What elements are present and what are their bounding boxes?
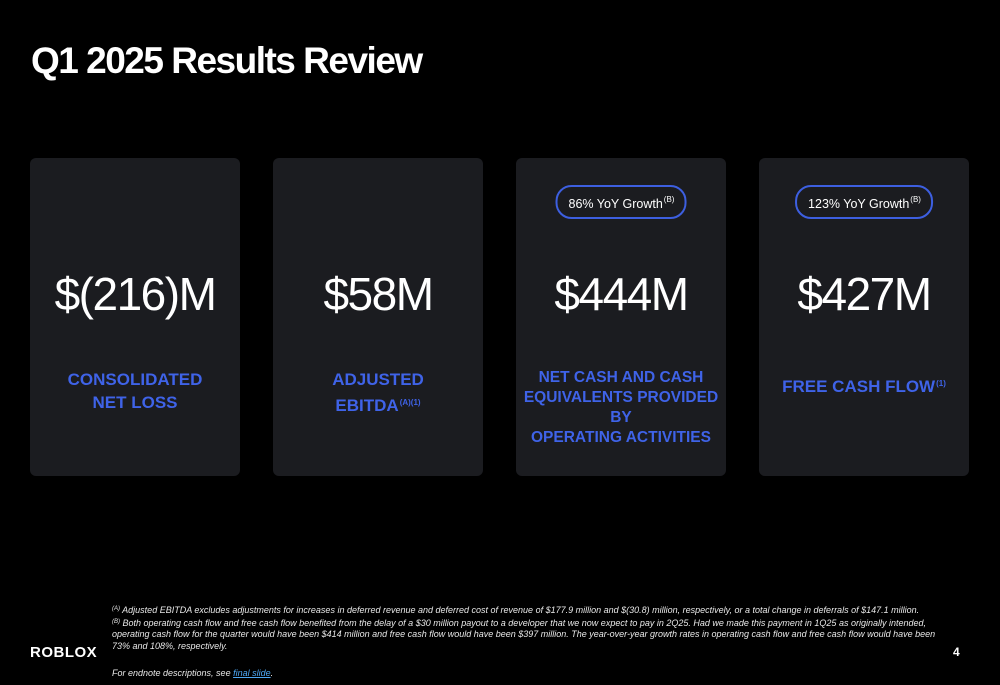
footnote-marker: (B) (663, 195, 675, 204)
metric-card-net-loss: $(216)M CONSOLIDATED NET LOSS (30, 158, 240, 476)
metric-value: $427M (797, 268, 932, 320)
footnote-marker: (B) (910, 195, 921, 204)
footnote-marker: (B) (112, 618, 120, 625)
footnote-text: Adjusted EBITDA excludes adjustments for… (122, 605, 920, 615)
metric-label: CONSOLIDATED NET LOSS (30, 368, 240, 414)
final-slide-link[interactable]: final slide (233, 668, 271, 678)
slide-title: Q1 2025 Results Review (31, 40, 423, 81)
page-number: 4 (953, 645, 960, 659)
metric-value: $444M (554, 268, 689, 320)
metric-label: NET CASH AND CASH EQUIVALENTS PROVIDED B… (516, 368, 726, 448)
footnote-b: (B) Both operating cash flow and free ca… (112, 617, 952, 653)
badge-text: 86% YoY Growth (568, 197, 663, 211)
footnote-marker: (A) (112, 606, 120, 612)
yoy-growth-badge: 86% YoY Growth(B) (555, 185, 687, 219)
metric-label-line: EBITDA (335, 396, 399, 415)
metric-value: $58M (323, 268, 434, 320)
metric-label-line: NET CASH AND CASH (538, 369, 704, 386)
metric-label-line: OPERATING ACTIVITIES (531, 429, 711, 446)
endnote-suffix: . (270, 668, 274, 678)
metric-label-line: ADJUSTED (332, 370, 424, 389)
badge-text: 123% YoY Growth (808, 197, 910, 211)
roblox-logo: ROBLOX (30, 644, 98, 661)
metric-label-line: CONSOLIDATED (67, 370, 203, 389)
metric-value: $(216)M (54, 268, 217, 320)
metric-card-adjusted-ebitda: $58M ADJUSTED EBITDA(A)(1) (273, 158, 483, 476)
metric-card-operating-cash: 86% YoY Growth(B) $444M NET CASH AND CAS… (516, 158, 726, 476)
footnote-marker: (A)(1) (399, 398, 421, 407)
metric-label-line: NET LOSS (92, 393, 178, 412)
yoy-growth-badge: 123% YoY Growth(B) (795, 185, 933, 219)
footnotes: (A) Adjusted EBITDA excludes adjustments… (112, 604, 952, 652)
endnote-reference: For endnote descriptions, see final slid… (112, 668, 273, 678)
footnote-a: (A) Adjusted EBITDA excludes adjustments… (112, 604, 952, 617)
footnote-marker: (1) (936, 379, 946, 388)
metric-card-free-cash-flow: 123% YoY Growth(B) $427M FREE CASH FLOW(… (759, 158, 969, 476)
metric-label: FREE CASH FLOW(1) (759, 372, 969, 398)
endnote-prefix: For endnote descriptions, see (112, 668, 234, 678)
metric-label-line: FREE CASH FLOW (782, 377, 936, 396)
footnote-text: Both operating cash flow and free cash f… (112, 617, 936, 651)
metric-label: ADJUSTED EBITDA(A)(1) (273, 368, 483, 417)
metric-label-line: EQUIVALENTS PROVIDED BY (523, 389, 719, 426)
